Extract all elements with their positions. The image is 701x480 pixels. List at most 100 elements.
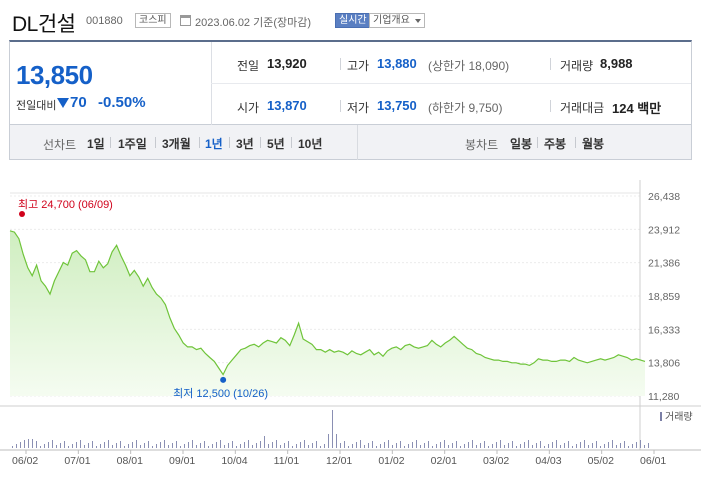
volume-bar xyxy=(188,442,189,448)
volume-bar xyxy=(524,442,525,448)
down-triangle-icon xyxy=(57,98,69,108)
volume-bar xyxy=(528,440,529,448)
volume-bar xyxy=(200,443,201,448)
period-bar: 선차트 1일 1주일 3개월 1년 3년 5년 10년 봉차트 일봉 주봉 월봉 xyxy=(9,125,692,160)
volume-bar xyxy=(136,440,137,448)
volume-bar xyxy=(292,446,293,448)
volume-bar xyxy=(36,441,37,448)
volume-bar xyxy=(28,439,29,448)
volume-bar xyxy=(244,442,245,448)
lower-limit: (하한가 9,750) xyxy=(428,101,503,115)
volume-bar xyxy=(144,443,145,448)
volume-bar xyxy=(156,444,157,448)
volume-bar xyxy=(576,444,577,448)
volume-bar xyxy=(396,443,397,448)
x-tick-label: 06/01 xyxy=(640,455,666,467)
volume-bar xyxy=(408,444,409,448)
tab-3month[interactable]: 3개월 xyxy=(162,137,191,151)
volume-bar xyxy=(452,443,453,448)
tab-1week[interactable]: 1주일 xyxy=(118,137,147,151)
volume-bar xyxy=(472,440,473,448)
tab-10year[interactable]: 10년 xyxy=(298,137,323,151)
tab-1day[interactable]: 1일 xyxy=(87,137,105,151)
volume-bar xyxy=(24,440,25,448)
header: DL건설 001880 코스피 2023.06.02 기준(장마감) 실시간 기… xyxy=(0,0,701,40)
volume-bar xyxy=(592,443,593,448)
volume-bar xyxy=(20,442,21,448)
volume-bar xyxy=(140,445,141,448)
price-line xyxy=(9,230,646,376)
tab-3year[interactable]: 3년 xyxy=(236,137,254,151)
volume-bar xyxy=(580,442,581,448)
tab-monthly[interactable]: 월봉 xyxy=(582,137,605,151)
volume-bar xyxy=(124,446,125,448)
chevron-down-icon xyxy=(414,19,421,23)
volume-bar xyxy=(376,446,377,448)
amount-value: 124 백만 xyxy=(612,101,662,116)
volume-bar xyxy=(428,441,429,448)
volume-bar xyxy=(168,445,169,448)
volume-bar xyxy=(544,446,545,448)
price-chart: 26,438 23,912 21,386 18,859 16,333 13,806 11,2… xyxy=(0,160,701,480)
y-tick-label: 13,806 xyxy=(648,358,680,370)
low-marker xyxy=(220,376,227,383)
volume-bar xyxy=(556,440,557,448)
high-value: 13,880 xyxy=(377,56,417,71)
x-tick-label: 06/02 xyxy=(12,455,38,467)
tab-1year[interactable]: 1년 xyxy=(205,137,223,151)
divider xyxy=(211,83,691,84)
volume-legend-swatch xyxy=(660,412,662,421)
volume-bar xyxy=(632,444,633,448)
volume-bar xyxy=(212,444,213,448)
divider xyxy=(550,100,551,112)
volume-bar xyxy=(588,445,589,448)
volume-bar xyxy=(644,445,645,448)
volume-bar xyxy=(356,442,357,448)
high-marker xyxy=(19,211,25,217)
x-tick-label: 08/01 xyxy=(117,455,143,467)
volume-bar xyxy=(280,445,281,448)
volume-bar xyxy=(88,443,89,448)
volume-bar xyxy=(208,446,209,448)
volume-bar xyxy=(176,441,177,448)
volume-bar xyxy=(108,440,109,448)
quote-summary: 13,850 전일대비 70 -0.50% 전일 13,920 고가 13,88… xyxy=(9,40,692,125)
volume-bar xyxy=(68,446,69,448)
volume-bar xyxy=(420,445,421,448)
volume-bar xyxy=(128,444,129,448)
tab-daily[interactable]: 일봉 xyxy=(510,137,533,151)
tab-5year[interactable]: 5년 xyxy=(267,137,285,151)
volume-bar xyxy=(296,444,297,448)
volume-bar xyxy=(628,446,629,448)
open-value: 13,870 xyxy=(267,98,307,113)
volume-bar xyxy=(488,446,489,448)
volume-bar xyxy=(448,445,449,448)
market-badge: 코스피 xyxy=(135,13,171,28)
x-tick-label: 03/02 xyxy=(483,455,509,467)
volume-bar xyxy=(172,443,173,448)
volume-bar xyxy=(232,441,233,448)
stock-code: 001880 xyxy=(86,15,123,27)
live-button[interactable]: 실시간 xyxy=(335,13,371,28)
volume-bar xyxy=(616,445,617,448)
volume-bar xyxy=(484,441,485,448)
volume-bar xyxy=(600,446,601,448)
volume-bar xyxy=(216,442,217,448)
change-label: 전일대비 xyxy=(16,100,57,112)
volume-bar xyxy=(416,440,417,448)
volume-bar xyxy=(456,441,457,448)
volume-bar xyxy=(80,440,81,448)
x-tick-label: 11/01 xyxy=(274,455,300,467)
x-tick-label: 02/01 xyxy=(431,455,457,467)
volume-bar xyxy=(480,443,481,448)
volume-bar xyxy=(328,434,329,448)
volume-bar xyxy=(84,445,85,448)
low-annotation: 최저 12,500 (10/26) xyxy=(173,387,268,400)
volume-bar xyxy=(148,441,149,448)
volume-bar xyxy=(384,442,385,448)
tab-weekly[interactable]: 주봉 xyxy=(544,137,567,151)
company-info-button[interactable]: 기업개요 xyxy=(369,13,425,28)
volume-bar xyxy=(56,445,57,448)
line-chart-label: 선차트 xyxy=(43,138,77,152)
amount-label: 거래대금 xyxy=(560,101,605,115)
